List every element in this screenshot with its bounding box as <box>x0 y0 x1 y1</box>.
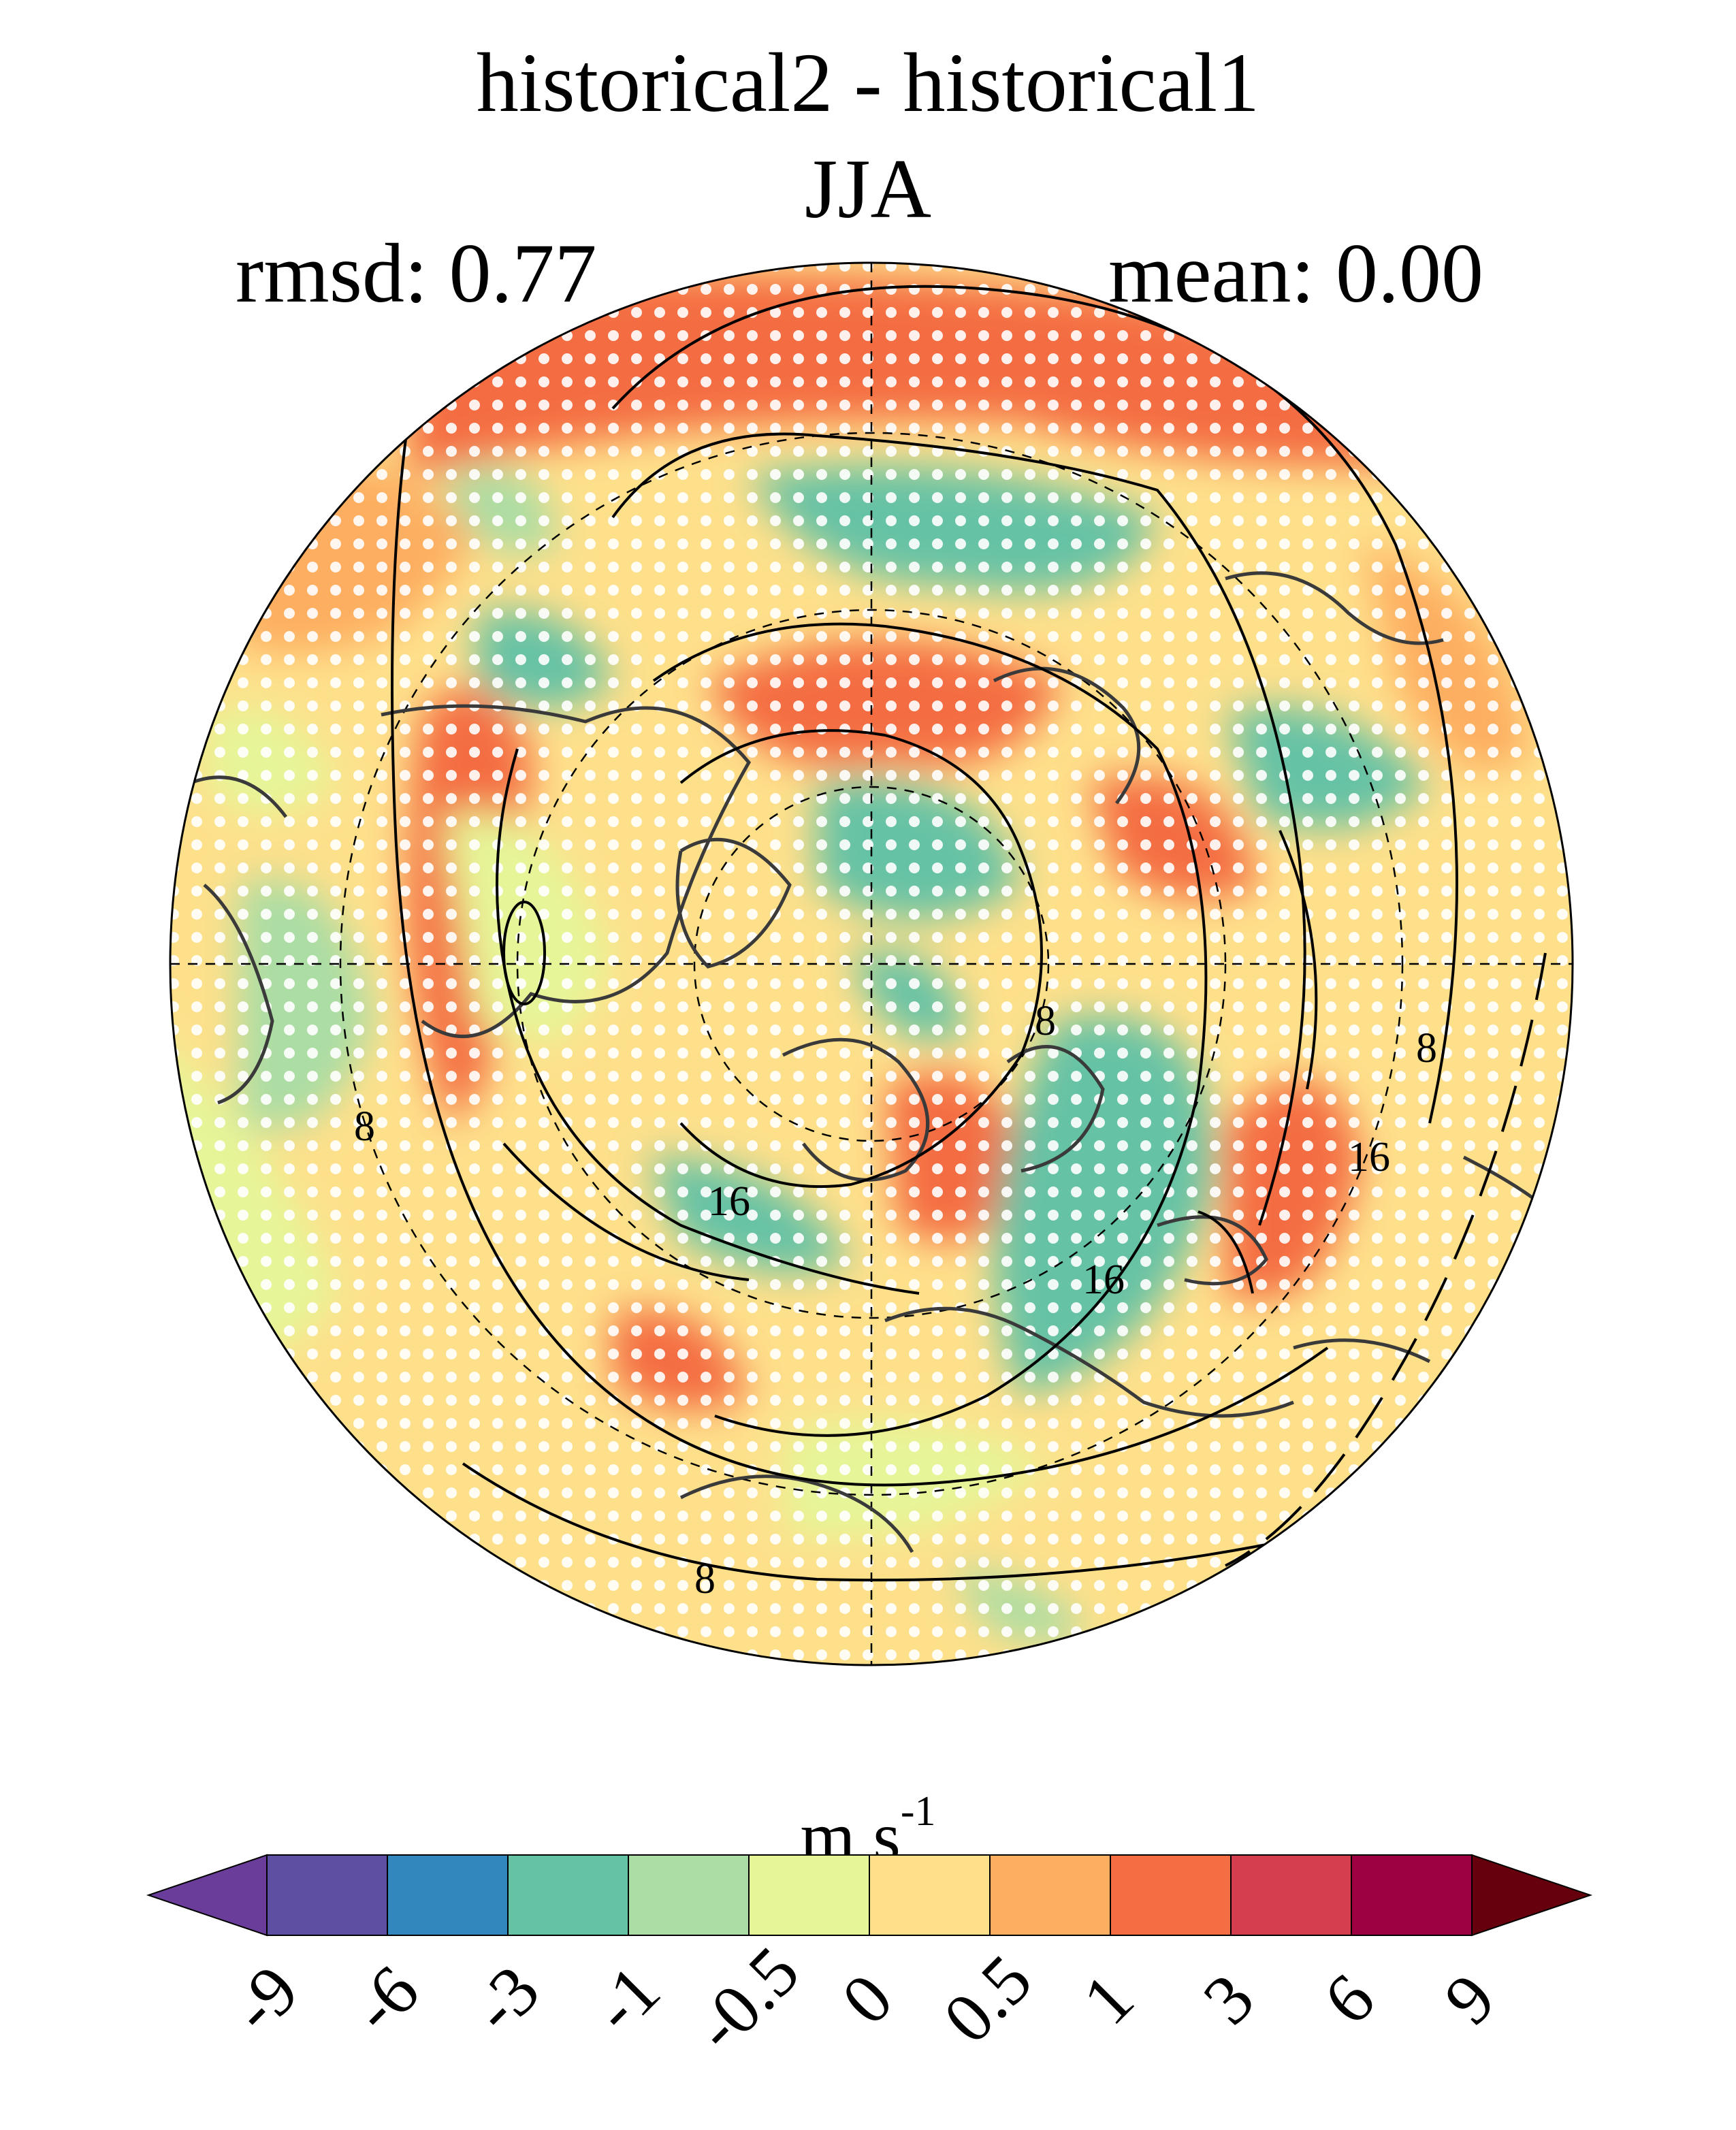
coastlines <box>190 571 1567 1553</box>
colorbar-tick-label: 0 <box>827 1959 907 2039</box>
contour-label-16b: 16 <box>1348 1134 1390 1180</box>
colorbar-box <box>266 1854 388 1936</box>
contour-label-8c: 8 <box>1416 1025 1437 1071</box>
mean-label: mean: 0.00 <box>1108 227 1483 320</box>
colorbar-under-arrow <box>146 1854 268 1937</box>
colorbar-tick-label: -0.5 <box>679 1932 814 2067</box>
colorbar: -9 -6 -3 -1 -0.5 0 0.5 1 3 6 9 <box>146 1854 1593 2067</box>
contour-label-group: 8 8 8 8 16 16 16 <box>354 998 1437 1602</box>
colorbar-box <box>748 1854 870 1936</box>
contour-label-8a: 8 <box>354 1103 375 1150</box>
contour-label-16a: 16 <box>708 1178 750 1225</box>
colorbar-box <box>387 1854 509 1936</box>
colorbar-box <box>628 1854 750 1936</box>
colorbar-box <box>869 1854 991 1936</box>
colorbar-box <box>507 1854 629 1936</box>
colorbar-tick-label: -9 <box>216 1951 314 2048</box>
colorbar-tick-label: 9 <box>1430 1959 1510 2039</box>
plot-title: historical2 - historical1 <box>476 36 1260 129</box>
colorbar-tick-labels: -9 -6 -3 -1 -0.5 0 0.5 1 3 6 9 <box>216 1932 1510 2067</box>
contour-label-8b: 8 <box>1035 998 1056 1044</box>
colorbar-over-arrow <box>1471 1854 1593 1937</box>
colorbar-tick-label: 1 <box>1068 1959 1148 2039</box>
colorbar-tick-label: 6 <box>1309 1959 1389 2039</box>
colorbar-box <box>1110 1854 1232 1936</box>
colorbar-box <box>989 1854 1111 1936</box>
colorbar-tick-label: -6 <box>337 1951 434 2048</box>
rmsd-label: rmsd: 0.77 <box>236 227 597 320</box>
contour-label-8d: 8 <box>694 1556 716 1602</box>
dashed-contour <box>1225 952 1547 1567</box>
colorbar-tick-label: -3 <box>457 1951 555 2048</box>
polar-map: 8 8 8 8 16 16 16 <box>169 261 1574 1666</box>
units-exponent: -1 <box>900 1788 936 1835</box>
plot-subtitle-season: JJA <box>804 142 932 236</box>
contour-label-16c: 16 <box>1082 1257 1125 1303</box>
map-boundary <box>169 261 1574 1666</box>
colorbar-box <box>1351 1854 1473 1936</box>
colorbar-tick-label: 3 <box>1189 1959 1269 2039</box>
colorbar-tick-label: -1 <box>578 1951 675 2048</box>
colorbar-tick-label: 0.5 <box>929 1940 1046 2058</box>
colorbar-boxes <box>146 1854 1593 1937</box>
colorbar-box <box>1230 1854 1352 1936</box>
